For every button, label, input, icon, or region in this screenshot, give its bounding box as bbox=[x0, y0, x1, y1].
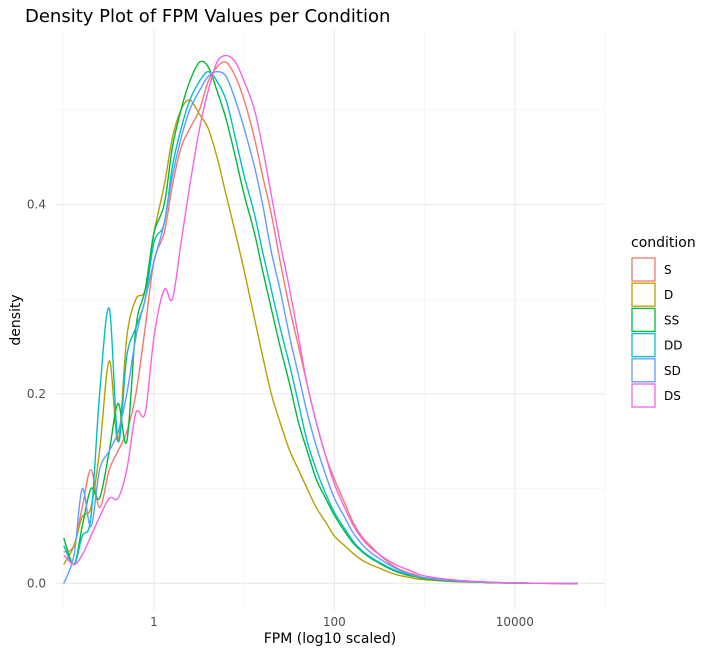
x-axis-ticks: 1 100 10000 bbox=[150, 615, 534, 629]
legend-label-ds: DS bbox=[664, 389, 681, 403]
series-line-ss bbox=[63, 60, 578, 585]
chart-title: Density Plot of FPM Values per Condition bbox=[25, 6, 390, 27]
series-line-s bbox=[63, 61, 578, 585]
legend-title: condition bbox=[631, 235, 696, 251]
legend-key-sd bbox=[631, 358, 656, 383]
x-axis-title: FPM (log10 scaled) bbox=[264, 631, 397, 647]
x-tick-label: 1 bbox=[150, 615, 158, 629]
legend-label-s: S bbox=[664, 263, 672, 277]
y-axis-title: density bbox=[8, 294, 24, 345]
legend-key-ds bbox=[631, 383, 656, 408]
legend-label-dd: DD bbox=[664, 339, 682, 353]
grid-lines bbox=[55, 30, 606, 610]
legend-label-sd: SD bbox=[664, 364, 681, 378]
series-lines bbox=[63, 54, 578, 585]
x-tick-label: 100 bbox=[323, 615, 346, 629]
y-tick-label: 0.2 bbox=[27, 387, 46, 401]
x-tick-label: 10000 bbox=[496, 615, 534, 629]
legend-label-d: D bbox=[664, 288, 673, 302]
legend-key-dd bbox=[631, 332, 656, 358]
y-axis-ticks: 0.0 0.2 0.4 bbox=[27, 197, 46, 590]
series-line-sd bbox=[63, 70, 578, 585]
legend-key-s bbox=[631, 257, 656, 282]
series-line-dd bbox=[63, 70, 578, 585]
series-line-ds bbox=[63, 54, 578, 585]
legend-label-ss: SS bbox=[664, 313, 679, 327]
y-tick-label: 0.0 bbox=[27, 576, 46, 590]
series-line-d bbox=[63, 99, 578, 585]
legend-key-ss bbox=[631, 307, 656, 333]
y-tick-label: 0.4 bbox=[27, 197, 46, 211]
legend-key-d bbox=[631, 282, 656, 307]
